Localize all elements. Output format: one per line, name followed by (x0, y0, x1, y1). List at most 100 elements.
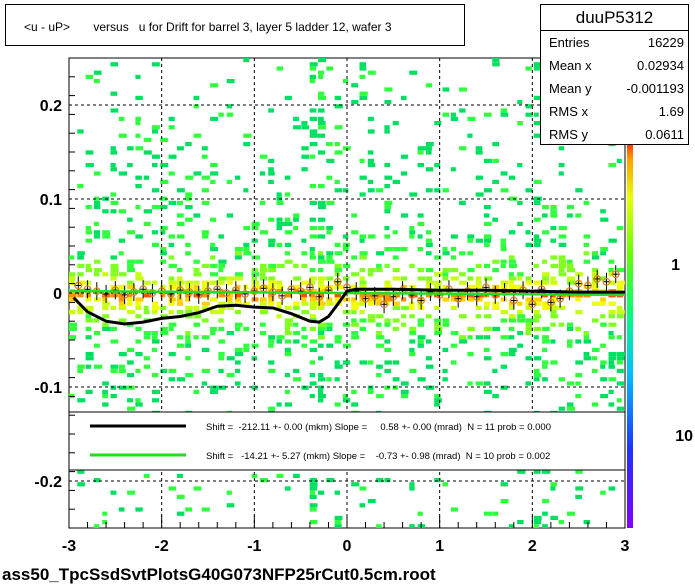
heatmap-cell (567, 213, 573, 218)
heatmap-cell (392, 301, 400, 306)
heatmap-cell (459, 87, 467, 92)
heatmap-cell (85, 314, 91, 319)
heatmap-cell (334, 364, 343, 369)
heatmap-cell (176, 213, 184, 218)
profile-point (296, 287, 305, 296)
heatmap-cell (135, 276, 144, 281)
stats-name: duuP5312 (541, 5, 688, 31)
heatmap-cell (567, 511, 575, 516)
y-tick-label: -0.2 (34, 474, 62, 491)
heatmap-cell (110, 192, 117, 197)
heatmap-cell (309, 520, 318, 525)
heatmap-cell (600, 322, 607, 327)
heatmap-cell (276, 192, 282, 197)
heatmap-cell (367, 163, 376, 168)
heatmap-cell (118, 301, 126, 306)
heatmap-cell (525, 356, 532, 361)
heatmap-cell (301, 251, 308, 256)
heatmap-cell (268, 276, 276, 281)
heatmap-cell (484, 305, 490, 310)
heatmap-cell (334, 377, 340, 382)
heatmap-cell (318, 259, 326, 264)
heatmap-cell (259, 297, 267, 302)
profile-point (148, 289, 157, 297)
heatmap-cell (401, 95, 407, 100)
heatmap-cell (309, 347, 318, 352)
heatmap-cell (517, 121, 523, 126)
heatmap-cell (218, 293, 225, 298)
profile-point (417, 296, 426, 305)
heatmap-cell (467, 276, 474, 281)
heatmap-cell (201, 188, 209, 193)
heatmap-cell (226, 301, 234, 306)
heatmap-cell (193, 104, 199, 109)
heatmap-cells (69, 58, 625, 528)
heatmap-cell (293, 217, 299, 222)
heatmap-cell (309, 154, 316, 159)
stats-row-mean-x: Mean x 0.02934 (541, 54, 688, 77)
heatmap-cell (508, 305, 515, 310)
heatmap-cell (575, 360, 583, 365)
heatmap-cell (301, 167, 308, 172)
heatmap-cell (127, 360, 134, 365)
heatmap-cell (583, 259, 591, 264)
heatmap-cell (110, 490, 117, 495)
heatmap-cell (533, 133, 541, 138)
heatmap-cell (450, 247, 456, 252)
heatmap-cell (550, 486, 556, 491)
heatmap-cell (434, 121, 442, 126)
heatmap-cell (235, 368, 241, 373)
heatmap-cell (450, 276, 459, 281)
heatmap-cell (508, 230, 516, 235)
heatmap-cell (409, 284, 417, 289)
heatmap-cell (359, 326, 366, 331)
heatmap-cell (334, 524, 342, 528)
heatmap-cell (467, 297, 474, 302)
colorbar-label-bottom: 10 (675, 428, 693, 445)
heatmap-cell (309, 507, 317, 512)
heatmap-cell (110, 209, 117, 214)
heatmap-cell (85, 352, 94, 357)
heatmap-cell (533, 263, 539, 268)
heatmap-cell (293, 377, 302, 382)
heatmap-cell (301, 125, 310, 130)
heatmap-cell (334, 263, 342, 268)
heatmap-cell (492, 268, 499, 273)
heatmap-cell (376, 335, 385, 340)
heatmap-cell (259, 310, 268, 315)
heatmap-cell (450, 343, 458, 348)
profile-point (454, 294, 463, 303)
heatmap-cell (351, 322, 360, 327)
heatmap-cell (235, 272, 243, 277)
profile-point (574, 279, 583, 288)
heatmap-cell (201, 335, 210, 340)
heatmap-cell (168, 200, 176, 205)
heatmap-cell (342, 276, 350, 281)
heatmap-cell (168, 326, 174, 331)
heatmap-cell (284, 322, 293, 327)
heatmap-cell (152, 389, 161, 394)
heatmap-cell (268, 360, 275, 365)
heatmap-cell (533, 318, 540, 323)
heatmap-cell (583, 251, 590, 256)
heatmap-cell (193, 322, 201, 327)
heatmap-cell (583, 234, 591, 239)
heatmap-cell (508, 255, 515, 260)
heatmap-cell (384, 226, 390, 231)
heatmap-cell (442, 272, 449, 277)
heatmap-cell (210, 247, 218, 252)
heatmap-cell (367, 301, 375, 306)
x-tick-label: 0 (343, 538, 352, 555)
heatmap-cell (309, 133, 318, 138)
heatmap-cell (542, 276, 549, 281)
heatmap-cell (201, 347, 210, 352)
heatmap-cell (533, 377, 540, 382)
heatmap-cell (550, 213, 558, 218)
heatmap-cell (376, 331, 382, 336)
heatmap-cell (85, 226, 91, 231)
legend-entry-green: Shift = -14.21 +- 5.27 (mkm) Slope = -0.… (206, 451, 550, 462)
stats-label: RMS x (549, 104, 588, 119)
heatmap-cell (102, 389, 108, 394)
heatmap-cell (210, 163, 218, 168)
heatmap-cell (168, 255, 175, 260)
